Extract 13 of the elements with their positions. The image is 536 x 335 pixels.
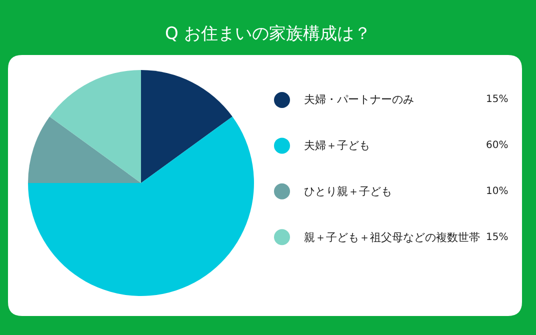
chart-title: Q お住まいの家族構成は？: [165, 24, 371, 44]
pie-slice: [50, 70, 141, 183]
pie-slice: [141, 70, 232, 183]
data-label: 15%: [486, 232, 508, 243]
data-label: 10%: [486, 186, 508, 197]
pie-slice: [28, 116, 254, 296]
legend-label: 夫婦・パートナーのみ: [304, 93, 414, 106]
legend-label: 親＋子ども＋祖父母などの複数世帯: [304, 231, 480, 244]
pie-slice: [28, 116, 141, 183]
data-label: 60%: [486, 140, 508, 151]
legend-label: 夫婦＋子ども: [304, 139, 370, 152]
legend-label: ひとり親＋子ども: [304, 185, 392, 198]
data-label: 15%: [486, 94, 508, 105]
